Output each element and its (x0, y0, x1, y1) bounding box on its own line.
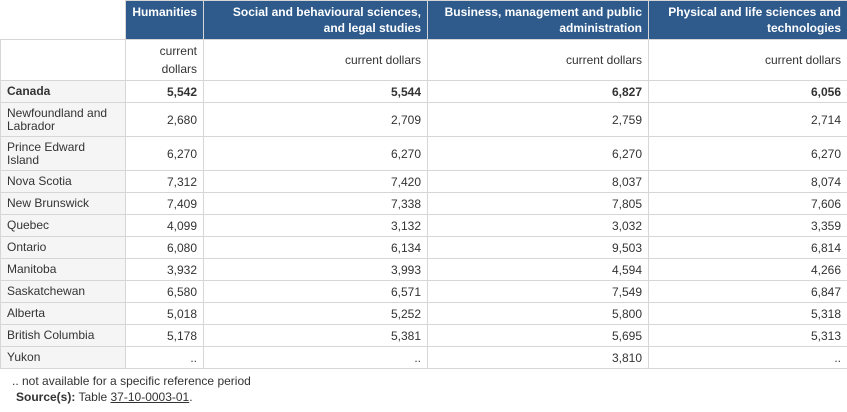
table-row: Newfoundland and Labrador 2,680 2,709 2,759… (0, 102, 847, 137)
tuition-table: Humanities Social and behavioural scienc… (0, 0, 847, 369)
cell-value: 5,313 (648, 324, 847, 347)
table-row: New Brunswick 7,409 7,338 7,805 7,606 (0, 192, 847, 215)
cell-value: 8,037 (427, 170, 649, 193)
cell-value: 6,056 (648, 80, 847, 103)
footnotes: .. not available for a specific referenc… (0, 369, 847, 405)
cell-value: 6,134 (203, 236, 428, 259)
cell-value: 6,847 (648, 280, 847, 303)
cell-value: 3,032 (427, 214, 649, 237)
cell-value: 5,381 (203, 324, 428, 347)
source-prefix: Table (78, 390, 108, 404)
row-label: Quebec (0, 214, 126, 237)
column-header: Humanities (125, 0, 204, 40)
cell-value: 6,571 (203, 280, 428, 303)
unit-label: current dollars (648, 39, 847, 81)
cell-value: 5,018 (125, 302, 204, 325)
cell-value: 5,695 (427, 324, 649, 347)
cell-value: 7,549 (427, 280, 649, 303)
cell-value: .. (203, 346, 428, 369)
row-label: Saskatchewan (0, 280, 126, 303)
cell-value: 8,074 (648, 170, 847, 193)
cell-value: 7,606 (648, 192, 847, 215)
table-row: Nova Scotia 7,312 7,420 8,037 8,074 (0, 170, 847, 193)
row-label: Prince Edward Island (0, 136, 126, 171)
source-suffix: . (189, 390, 193, 404)
source-table-link[interactable]: 37-10-0003-01 (110, 390, 190, 404)
cell-value: 6,270 (203, 136, 428, 171)
cell-value: 5,252 (203, 302, 428, 325)
cell-value: 4,594 (427, 258, 649, 281)
not-available-note: .. not available for a specific referenc… (12, 374, 251, 388)
cell-value: 7,312 (125, 170, 204, 193)
row-label: Newfoundland and Labrador (0, 102, 126, 137)
cell-value: 5,178 (125, 324, 204, 347)
cell-value: 5,542 (125, 80, 204, 103)
row-label: Ontario (0, 236, 126, 259)
cell-value: 2,680 (125, 102, 204, 137)
unit-label: current dollars (125, 39, 204, 81)
source-label: Source(s): (16, 390, 76, 404)
cell-value: 7,805 (427, 192, 649, 215)
cell-value: 6,270 (125, 136, 204, 171)
cell-value: 7,338 (203, 192, 428, 215)
row-label: British Columbia (0, 324, 126, 347)
header-row: Humanities Social and behavioural scienc… (0, 0, 847, 40)
table-row: Manitoba 3,932 3,993 4,594 4,266 (0, 258, 847, 281)
cell-value: 3,993 (203, 258, 428, 281)
cell-value: 2,759 (427, 102, 649, 137)
units-corner (0, 39, 126, 81)
cell-value: 6,827 (427, 80, 649, 103)
cell-value: 7,420 (203, 170, 428, 193)
cell-value: 3,132 (203, 214, 428, 237)
cell-value: 2,709 (203, 102, 428, 137)
cell-value: 5,544 (203, 80, 428, 103)
unit-label: current dollars (427, 39, 649, 81)
row-label: Nova Scotia (0, 170, 126, 193)
cell-value: 6,270 (648, 136, 847, 171)
cell-value: 6,814 (648, 236, 847, 259)
cell-value: 6,270 (427, 136, 649, 171)
cell-value: 4,266 (648, 258, 847, 281)
cell-value: 3,359 (648, 214, 847, 237)
cell-value: 9,503 (427, 236, 649, 259)
unit-label: current dollars (203, 39, 428, 81)
cell-value: .. (125, 346, 204, 369)
row-label: Alberta (0, 302, 126, 325)
table-row: Alberta 5,018 5,252 5,800 5,318 (0, 302, 847, 325)
row-label: Canada (0, 80, 126, 103)
table-row: Canada 5,542 5,544 6,827 6,056 (0, 80, 847, 103)
cell-value: 6,080 (125, 236, 204, 259)
column-header: Physical and life sciences and technolog… (648, 0, 847, 40)
table-row: British Columbia 5,178 5,381 5,695 5,313 (0, 324, 847, 347)
row-label: Manitoba (0, 258, 126, 281)
units-row: current dollars current dollars current … (0, 39, 847, 81)
cell-value: 6,580 (125, 280, 204, 303)
column-header: Business, management and public administ… (427, 0, 649, 40)
column-header: Social and behavioural sciences, and leg… (203, 0, 428, 40)
cell-value: 3,932 (125, 258, 204, 281)
cell-value: 5,800 (427, 302, 649, 325)
table-row: Ontario 6,080 6,134 9,503 6,814 (0, 236, 847, 259)
cell-value: .. (648, 346, 847, 369)
table-row: Saskatchewan 6,580 6,571 7,549 6,847 (0, 280, 847, 303)
table-body: Canada 5,542 5,544 6,827 6,056 Newfoundland a… (0, 80, 847, 369)
cell-value: 7,409 (125, 192, 204, 215)
cell-value: 3,810 (427, 346, 649, 369)
row-label: New Brunswick (0, 192, 126, 215)
cell-value: 4,099 (125, 214, 204, 237)
table-row: Yukon.... 3,810.. (0, 346, 847, 369)
row-label: Yukon (0, 346, 126, 369)
source-line: Source(s): Table 37-10-0003-01. (12, 389, 847, 405)
table-row: Quebec 4,099 3,132 3,032 3,359 (0, 214, 847, 237)
cell-value: 2,714 (648, 102, 847, 137)
table-row: Prince Edward Island 6,270 6,270 6,270 6,270 (0, 136, 847, 171)
cell-value: 5,318 (648, 302, 847, 325)
header-corner (0, 0, 126, 40)
